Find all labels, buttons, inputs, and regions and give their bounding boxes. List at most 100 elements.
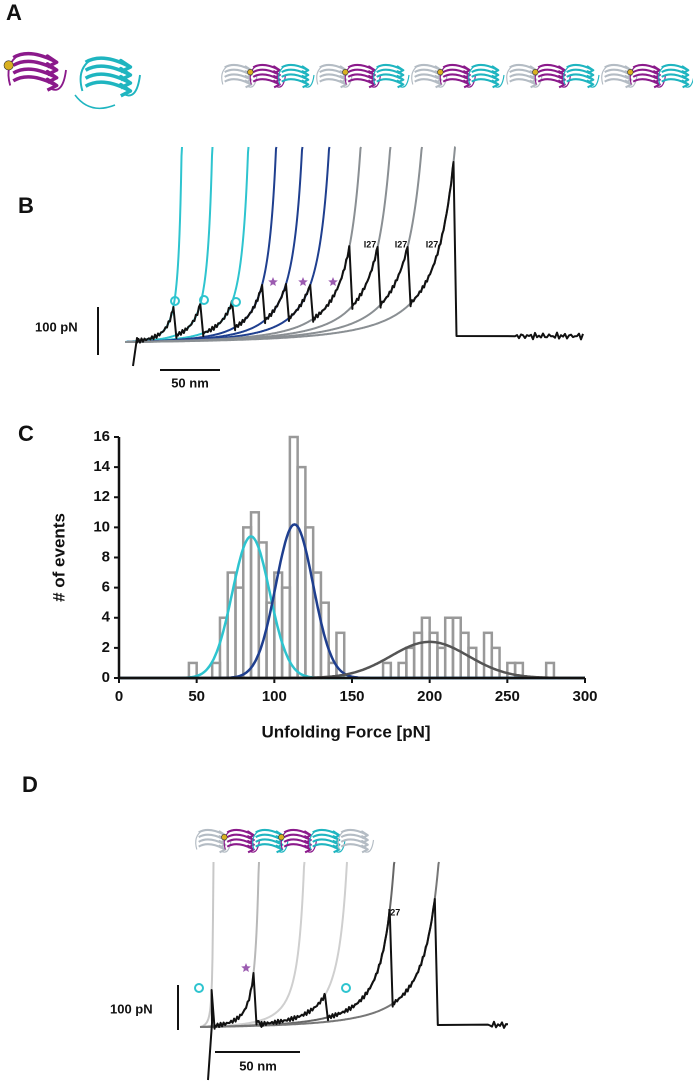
domain bbox=[534, 63, 572, 89]
domain bbox=[601, 63, 638, 89]
y-tick-label: 10 bbox=[93, 518, 110, 535]
strand bbox=[414, 78, 443, 89]
strand bbox=[414, 73, 443, 84]
strand bbox=[84, 80, 133, 98]
strand bbox=[566, 68, 595, 79]
strand bbox=[255, 838, 284, 849]
strand bbox=[281, 78, 310, 89]
strand bbox=[347, 73, 376, 84]
strand bbox=[312, 838, 341, 849]
strand bbox=[376, 78, 405, 89]
strand bbox=[255, 843, 284, 854]
domain bbox=[79, 56, 141, 98]
domain bbox=[316, 63, 353, 89]
y-tick-label: 8 bbox=[102, 548, 110, 565]
panel-label: D bbox=[22, 772, 38, 797]
strand bbox=[340, 843, 369, 854]
scale-label: 50 nm bbox=[239, 1058, 277, 1073]
strand bbox=[319, 68, 348, 79]
strand bbox=[632, 73, 661, 84]
strand bbox=[283, 843, 312, 854]
strand bbox=[442, 68, 471, 79]
strand bbox=[604, 68, 633, 79]
domain bbox=[658, 63, 693, 89]
loop bbox=[411, 65, 448, 88]
scale-label: 50 nm bbox=[171, 375, 209, 390]
domain bbox=[252, 828, 289, 854]
peak-label: I27 bbox=[426, 239, 439, 249]
histogram: 0 2 4 6 8 10 12 14 16 0 50 100 150 200 250 300 Unfolding… bbox=[49, 428, 597, 742]
loop bbox=[79, 58, 141, 97]
domain bbox=[309, 828, 346, 854]
bar bbox=[490, 646, 501, 680]
marker-circle bbox=[170, 296, 180, 306]
marker-circle bbox=[341, 983, 351, 993]
x-tick-label: 0 bbox=[115, 688, 123, 705]
strand bbox=[226, 833, 255, 844]
strand bbox=[340, 833, 369, 844]
domain bbox=[468, 63, 505, 89]
strand bbox=[661, 73, 690, 84]
strand bbox=[632, 78, 661, 89]
bar bbox=[381, 661, 393, 680]
loop bbox=[601, 65, 638, 88]
bar bbox=[467, 646, 478, 680]
gaussian-fit bbox=[119, 523, 585, 680]
strand bbox=[12, 59, 59, 77]
wlc-fit bbox=[200, 861, 306, 1028]
force-trace bbox=[132, 161, 584, 367]
strand bbox=[414, 68, 443, 79]
loop bbox=[658, 65, 693, 88]
strand bbox=[312, 833, 341, 844]
strand bbox=[661, 78, 690, 89]
strand bbox=[252, 78, 281, 89]
wlc-fit bbox=[200, 861, 396, 1028]
domain bbox=[223, 828, 261, 854]
x-tick-label: 100 bbox=[262, 688, 287, 705]
wlc-fit bbox=[125, 146, 456, 343]
scale-label: 100 pN bbox=[35, 319, 78, 334]
peak-label: I27 bbox=[364, 239, 377, 249]
strand bbox=[312, 843, 341, 854]
strand bbox=[604, 78, 633, 89]
strand bbox=[224, 73, 253, 84]
strand bbox=[319, 73, 348, 84]
strand bbox=[509, 68, 538, 79]
strand bbox=[509, 73, 538, 84]
y-tick-label: 14 bbox=[93, 458, 110, 475]
loop bbox=[278, 65, 315, 88]
marker-star bbox=[268, 277, 278, 286]
domain bbox=[221, 63, 258, 89]
strand bbox=[566, 78, 595, 89]
wlc-fit bbox=[125, 146, 250, 343]
strand bbox=[84, 64, 133, 82]
strand bbox=[226, 843, 255, 854]
strand bbox=[537, 78, 566, 89]
wlc-fit bbox=[125, 146, 304, 343]
strand bbox=[283, 833, 312, 844]
strand bbox=[283, 838, 312, 849]
strand bbox=[198, 833, 227, 844]
y-tick-label: 4 bbox=[102, 609, 111, 626]
domain bbox=[373, 63, 410, 89]
strand bbox=[604, 73, 633, 84]
y-tick-label: 16 bbox=[93, 428, 110, 445]
x-tick-label: 250 bbox=[495, 688, 520, 705]
y-axis-label: # of events bbox=[49, 513, 68, 602]
ligand bbox=[247, 69, 254, 76]
strand bbox=[661, 68, 690, 79]
domain bbox=[7, 51, 67, 92]
marker-circle bbox=[231, 297, 241, 307]
strand bbox=[376, 68, 405, 79]
loop bbox=[309, 830, 346, 853]
loop bbox=[373, 65, 410, 88]
ligand bbox=[221, 834, 228, 841]
y-tick-label: 0 bbox=[102, 669, 110, 686]
strand bbox=[198, 838, 227, 849]
protein-structures bbox=[3, 51, 693, 854]
strand bbox=[471, 73, 500, 84]
marker-circle bbox=[194, 983, 204, 993]
y-tick-label: 2 bbox=[102, 639, 110, 656]
strand bbox=[84, 72, 133, 90]
domain bbox=[278, 63, 315, 89]
